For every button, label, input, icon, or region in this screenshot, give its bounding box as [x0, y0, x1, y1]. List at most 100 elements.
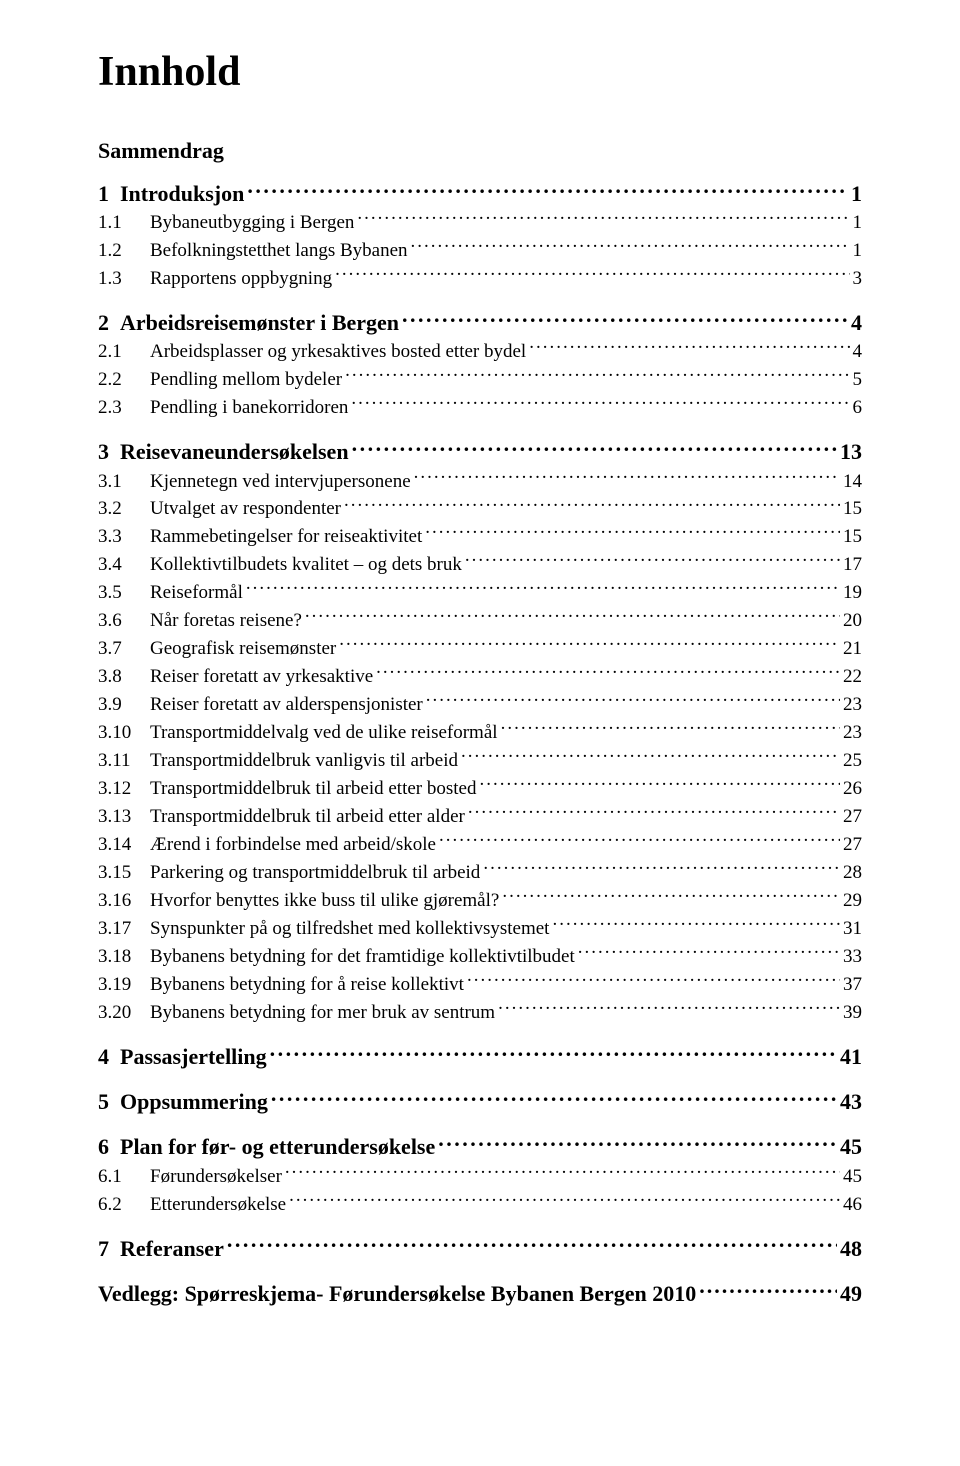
toc-label: 2 Arbeidsreisemønster i Bergen — [98, 307, 399, 338]
toc-label: 6 Plan for før- og etterundersøkelse — [98, 1131, 435, 1162]
toc-label: 3.11Transportmiddelbruk vanligvis til ar… — [98, 748, 458, 775]
toc-row: 3.13Transportmiddelbruk til arbeid etter… — [98, 803, 862, 831]
toc-label: 2.3Pendling i banekorridoren — [98, 395, 348, 422]
toc-entry-text: Bybanens betydning for mer bruk av sentr… — [150, 1002, 495, 1023]
toc-entry-text: Transportmiddelbruk vanligvis til arbeid — [150, 750, 458, 771]
toc-entry-text: Reiser foretatt av alderspensjonister — [150, 694, 423, 715]
toc-entry-number: 3.3 — [98, 524, 150, 551]
toc-leader — [699, 1279, 837, 1301]
toc-label: 3.2Utvalget av respondenter — [98, 496, 341, 523]
toc-entry-text: Bybaneutbygging i Bergen — [150, 212, 354, 233]
toc-leader — [270, 1042, 837, 1064]
toc-leader — [335, 265, 849, 284]
toc-page-number: 1 — [853, 210, 863, 237]
toc-row: 3.11Transportmiddelbruk vanligvis til ar… — [98, 747, 862, 775]
toc-entry-number: 3.6 — [98, 608, 150, 635]
table-of-contents: 1 Introduksjon11.1Bybaneutbygging i Berg… — [98, 178, 862, 1264]
toc-entry-text: Transportmiddelbruk til arbeid etter ald… — [150, 806, 465, 827]
toc-row: 3.5Reiseformål19 — [98, 579, 862, 607]
toc-page-number: 21 — [843, 636, 862, 663]
toc-entry-text: Synspunkter på og tilfredshet med kollek… — [150, 918, 549, 939]
toc-label: 1.2Befolkningstetthet langs Bybanen — [98, 238, 408, 265]
toc-page-number: 39 — [843, 1000, 862, 1027]
toc-entry-text: Befolkningstetthet langs Bybanen — [150, 240, 408, 261]
toc-leader — [529, 338, 849, 357]
toc-entry-text: Førundersøkelser — [150, 1166, 282, 1187]
toc-entry-number: 3.20 — [98, 1000, 150, 1027]
toc-leader — [501, 719, 840, 738]
toc-page-number: 23 — [843, 692, 862, 719]
toc-label: 3.12Transportmiddelbruk til arbeid etter… — [98, 776, 476, 803]
toc-row: 3.6Når foretas reisene? 20 — [98, 607, 862, 635]
toc-page-number: 25 — [843, 748, 862, 775]
toc-entry-number: 3.14 — [98, 832, 150, 859]
toc-entry-text: Parkering og transportmiddelbruk til arb… — [150, 862, 480, 883]
toc-leader — [479, 775, 840, 794]
toc-entry-number: 3.12 — [98, 776, 150, 803]
toc-entry-number: 1.2 — [98, 238, 150, 265]
toc-label: 1 Introduksjon — [98, 178, 244, 209]
toc-entry-text: Kjennetegn ved intervjupersonene — [150, 471, 411, 492]
toc-leader — [414, 468, 840, 487]
toc-page-number: 4 — [851, 307, 862, 338]
toc-label: 4 Passasjertelling — [98, 1041, 267, 1072]
toc-label: 2.2Pendling mellom bydeler — [98, 367, 342, 394]
toc-row: 6 Plan for før- og etterundersøkelse45 — [98, 1131, 862, 1162]
toc-page-number: 48 — [840, 1233, 862, 1264]
toc-page-number: 5 — [853, 367, 863, 394]
toc-leader — [498, 999, 840, 1018]
toc-entry-number: 3.1 — [98, 469, 150, 496]
toc-entry-text: Bybanens betydning for å reise kollektiv… — [150, 974, 464, 995]
toc-entry-text: Ærend i forbindelse med arbeid/skole — [150, 834, 436, 855]
toc-label: 3.15Parkering og transportmiddelbruk til… — [98, 860, 480, 887]
toc-leader — [352, 437, 837, 459]
toc-row: 1.2Befolkningstetthet langs Bybanen 1 — [98, 237, 862, 265]
toc-row: 3.10Transportmiddelvalg ved de ulike rei… — [98, 719, 862, 747]
toc-label: 2.1Arbeidsplasser og yrkesaktives bosted… — [98, 339, 526, 366]
toc-row: 5 Oppsummering43 — [98, 1086, 862, 1117]
toc-label: 3.18Bybanens betydning for det framtidig… — [98, 944, 575, 971]
toc-page-number: 13 — [840, 436, 862, 467]
toc-row: 3.4Kollektivtilbudets kvalitet – og dets… — [98, 551, 862, 579]
toc-entry-number: 3.4 — [98, 552, 150, 579]
toc-row: 3.16Hvorfor benyttes ikke buss til ulike… — [98, 887, 862, 915]
toc-entry-text: Transportmiddelvalg ved de ulike reisefo… — [150, 722, 498, 743]
toc-leader — [426, 691, 840, 710]
toc-label: 3.8Reiser foretatt av yrkesaktive — [98, 664, 373, 691]
toc-entry-text: Arbeidsplasser og yrkesaktives bosted et… — [150, 341, 526, 362]
toc-row: 4 Passasjertelling41 — [98, 1041, 862, 1072]
toc-label: 3.19Bybanens betydning for å reise kolle… — [98, 972, 464, 999]
toc-page-number: 20 — [843, 608, 862, 635]
toc-label: 3.5Reiseformål — [98, 580, 243, 607]
toc-page-number: 22 — [843, 664, 862, 691]
toc-entry-number: 1.1 — [98, 210, 150, 237]
toc-row: 3.8Reiser foretatt av yrkesaktive 22 — [98, 663, 862, 691]
toc-leader — [271, 1087, 837, 1109]
toc-entry-text: Når foretas reisene? — [150, 610, 302, 631]
sammendrag-heading: Sammendrag — [98, 138, 862, 164]
toc-entry-number: 3.13 — [98, 804, 150, 831]
toc-entry-text: Hvorfor benyttes ikke buss til ulike gjø… — [150, 890, 499, 911]
toc-page-number: 6 — [853, 395, 863, 422]
toc-row: 2 Arbeidsreisemønster i Bergen 4 — [98, 307, 862, 338]
toc-label: 3.1Kjennetegn ved intervjupersonene — [98, 469, 411, 496]
toc-leader — [552, 915, 840, 934]
toc-row: 2.3Pendling i banekorridoren 6 — [98, 394, 862, 422]
toc-entry-number: 1.3 — [98, 266, 150, 293]
toc-row: 3.1Kjennetegn ved intervjupersonene14 — [98, 468, 862, 496]
toc-page-number: 23 — [843, 720, 862, 747]
toc-row: 1.1Bybaneutbygging i Bergen 1 — [98, 209, 862, 237]
toc-row: 3.3Rammebetingelser for reiseaktivitet15 — [98, 523, 862, 551]
toc-row: 3.20Bybanens betydning for mer bruk av s… — [98, 999, 862, 1027]
toc-label: 3.3Rammebetingelser for reiseaktivitet — [98, 524, 422, 551]
toc-leader — [227, 1234, 837, 1256]
toc-row: 2.2Pendling mellom bydeler 5 — [98, 366, 862, 394]
toc-leader — [402, 308, 848, 330]
toc-page-number: 1 — [853, 238, 863, 265]
toc-leader — [438, 1132, 837, 1154]
toc-leader — [344, 495, 840, 514]
toc-page-number: 4 — [853, 339, 863, 366]
toc-leader — [502, 887, 840, 906]
toc-entry-text: Reiseformål — [150, 582, 243, 603]
toc-entry-text: Etterundersøkelse — [150, 1194, 286, 1215]
